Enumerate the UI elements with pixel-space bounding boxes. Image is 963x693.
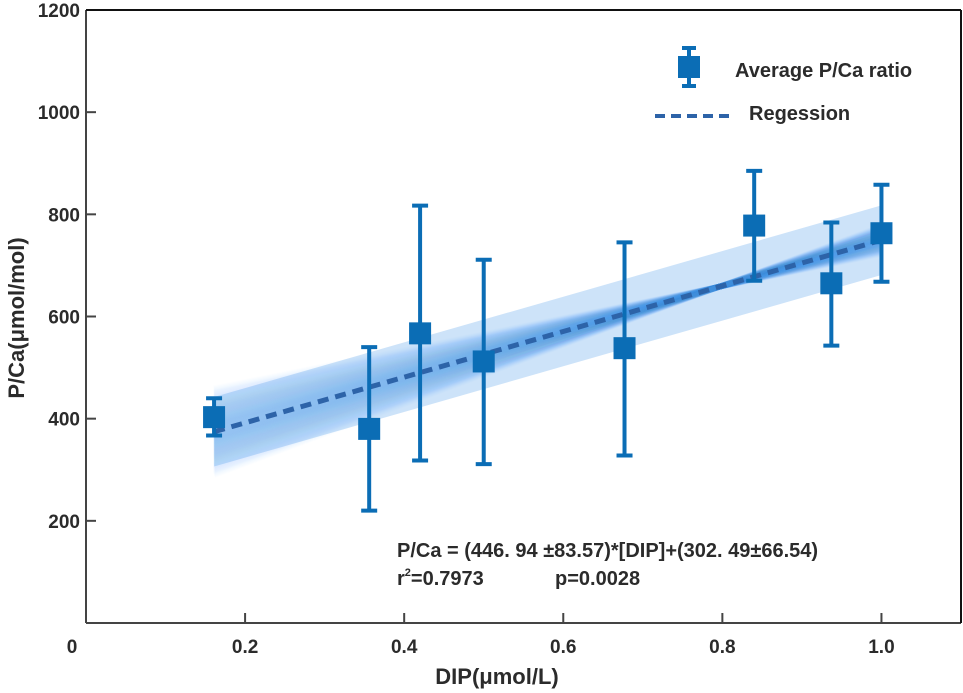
point-marker bbox=[820, 272, 843, 295]
legend-marker-errorbar-square bbox=[678, 46, 700, 88]
point-marker bbox=[613, 337, 636, 360]
r-label: r bbox=[397, 568, 405, 590]
y-tick-label: 400 bbox=[48, 410, 80, 431]
y-tick-label: 600 bbox=[48, 308, 80, 329]
regression-line-group bbox=[213, 237, 883, 435]
point-marker bbox=[409, 322, 432, 345]
legend: Average P/Ca ratio Regession bbox=[655, 46, 912, 125]
x-tick-label: 0.8 bbox=[709, 637, 735, 658]
r-squared-value: =0.7973 bbox=[411, 568, 484, 590]
y-axis: 200 400 600 800 1000 1200 bbox=[38, 1, 96, 533]
y-tick-label: 800 bbox=[48, 205, 80, 226]
p-value: p=0.0028 bbox=[555, 568, 640, 590]
data-point bbox=[472, 257, 495, 467]
point-marker bbox=[870, 222, 893, 245]
x-axis: 0 0.2 0.4 0.6 0.8 1.0 bbox=[67, 613, 895, 658]
point-marker bbox=[203, 406, 226, 429]
x-tick-label: 1.0 bbox=[868, 637, 894, 658]
y-axis-title: P/Ca(μmol/mol) bbox=[4, 237, 29, 398]
regression-equation: P/Ca = (446. 94 ±83.57)*[DIP]+(302. 49±6… bbox=[397, 540, 818, 562]
x-axis-title: DIP(μmol/L) bbox=[435, 664, 558, 689]
legend-square bbox=[678, 56, 700, 78]
legend-label-regression: Regession bbox=[749, 103, 850, 125]
r-squared-superscript: 2 bbox=[405, 567, 411, 579]
statistics-annotation: r2=0.7973 p=0.0028 bbox=[397, 567, 640, 590]
legend-label-average: Average P/Ca ratio bbox=[735, 60, 912, 82]
y-tick-label: 1200 bbox=[38, 1, 80, 22]
data-point bbox=[613, 240, 636, 458]
point-marker bbox=[472, 350, 495, 373]
point-marker bbox=[358, 417, 381, 440]
y-tick-label: 200 bbox=[48, 512, 80, 533]
x-tick-label: 0.2 bbox=[232, 637, 258, 658]
data-points bbox=[203, 168, 893, 513]
confidence-band bbox=[213, 205, 883, 467]
point-marker bbox=[743, 214, 766, 237]
data-point bbox=[870, 182, 893, 284]
x-tick-label: 0.6 bbox=[550, 637, 576, 658]
data-point bbox=[743, 168, 766, 283]
regression-line bbox=[213, 237, 883, 435]
x-tick-label: 0 bbox=[67, 637, 78, 658]
y-tick-label: 1000 bbox=[38, 103, 80, 124]
data-point bbox=[409, 203, 432, 463]
data-point bbox=[820, 220, 843, 348]
data-point bbox=[203, 396, 226, 438]
x-tick-label: 0.4 bbox=[391, 637, 418, 658]
data-point bbox=[358, 345, 381, 513]
